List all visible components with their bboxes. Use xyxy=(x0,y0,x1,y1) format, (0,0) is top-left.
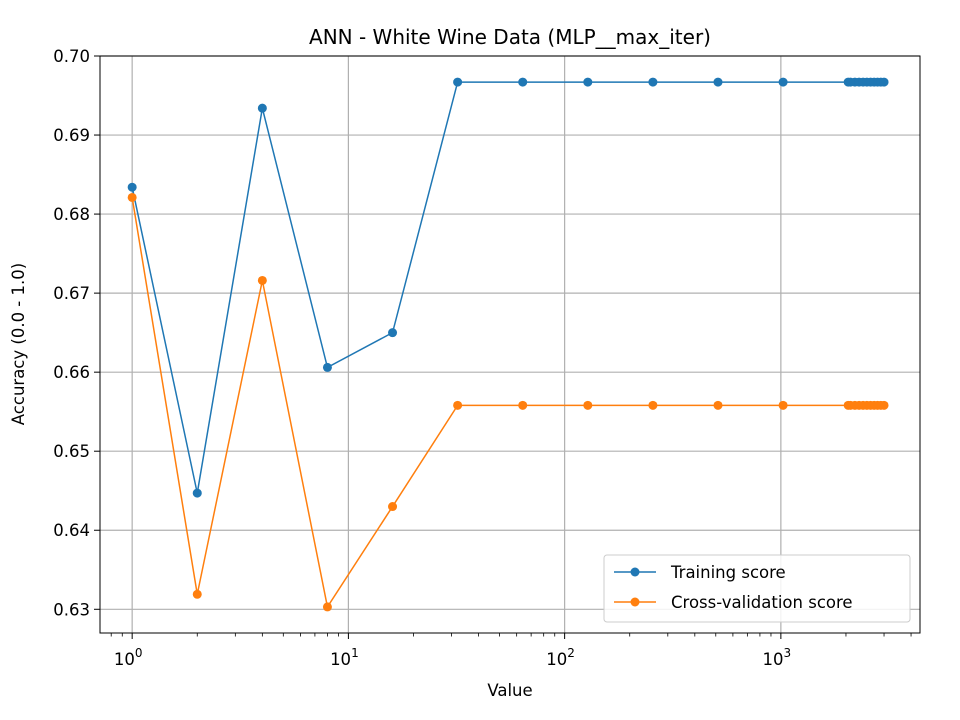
data-point-series-0 xyxy=(713,77,723,87)
data-point-series-1 xyxy=(257,275,267,285)
x-axis-title: Value xyxy=(487,681,532,700)
data-point-series-0 xyxy=(518,77,528,87)
data-point-series-0 xyxy=(192,488,202,498)
x-tick-label: 100 xyxy=(114,646,143,669)
legend-frame xyxy=(603,554,911,623)
x-tick-label: 102 xyxy=(546,646,575,669)
y-tick-label: 0.70 xyxy=(53,47,90,66)
tick-layer: 0.63 0.64 0.65 0.66 0.67 0.68 0.69 0.70 100 101 10… xyxy=(53,47,912,669)
series-layer xyxy=(127,77,889,612)
data-point-series-1 xyxy=(648,400,658,410)
legend-marker-cross-validation xyxy=(630,597,640,607)
data-point-series-0 xyxy=(322,362,332,372)
y-tick-label: 0.64 xyxy=(53,521,90,540)
y-tick-label: 0.68 xyxy=(53,205,90,224)
data-point-series-0 xyxy=(257,103,267,113)
data-point-series-1 xyxy=(778,400,788,410)
y-tick-label: 0.66 xyxy=(53,363,90,382)
data-point-series-0 xyxy=(388,328,398,338)
y-tick-label: 0.69 xyxy=(53,126,90,145)
data-point-series-0 xyxy=(583,77,593,87)
data-point-series-0 xyxy=(778,77,788,87)
data-point-series-1 xyxy=(713,400,723,410)
data-point-series-0 xyxy=(453,77,463,87)
data-point-series-1 xyxy=(453,400,463,410)
data-point-series-1 xyxy=(388,502,398,512)
plot-area-frame xyxy=(99,55,921,634)
data-point-series-1 xyxy=(192,589,202,599)
data-point-series-0 xyxy=(879,77,889,87)
data-point-series-1 xyxy=(518,400,528,410)
legend-label-training: Training score xyxy=(670,563,786,582)
y-tick-label: 0.67 xyxy=(53,284,90,303)
chart-title: ANN - White Wine Data (MLP__max_iter) xyxy=(309,25,711,49)
legend: Training score Cross-validation score xyxy=(603,554,911,623)
y-axis-title: Accuracy (0.0 - 1.0) xyxy=(9,263,28,425)
data-point-series-1 xyxy=(879,400,889,410)
data-point-series-1 xyxy=(583,400,593,410)
legend-marker-training xyxy=(630,567,640,577)
y-tick-label: 0.65 xyxy=(53,442,90,461)
data-point-series-1 xyxy=(127,192,137,202)
data-point-series-1 xyxy=(322,602,332,612)
data-point-series-0 xyxy=(127,182,137,192)
data-point-series-0 xyxy=(648,77,658,87)
y-tick-label: 0.63 xyxy=(53,600,90,619)
x-tick-label: 101 xyxy=(330,646,359,669)
legend-label-cross-validation: Cross-validation score xyxy=(671,593,853,612)
x-tick-label: 103 xyxy=(763,646,792,669)
